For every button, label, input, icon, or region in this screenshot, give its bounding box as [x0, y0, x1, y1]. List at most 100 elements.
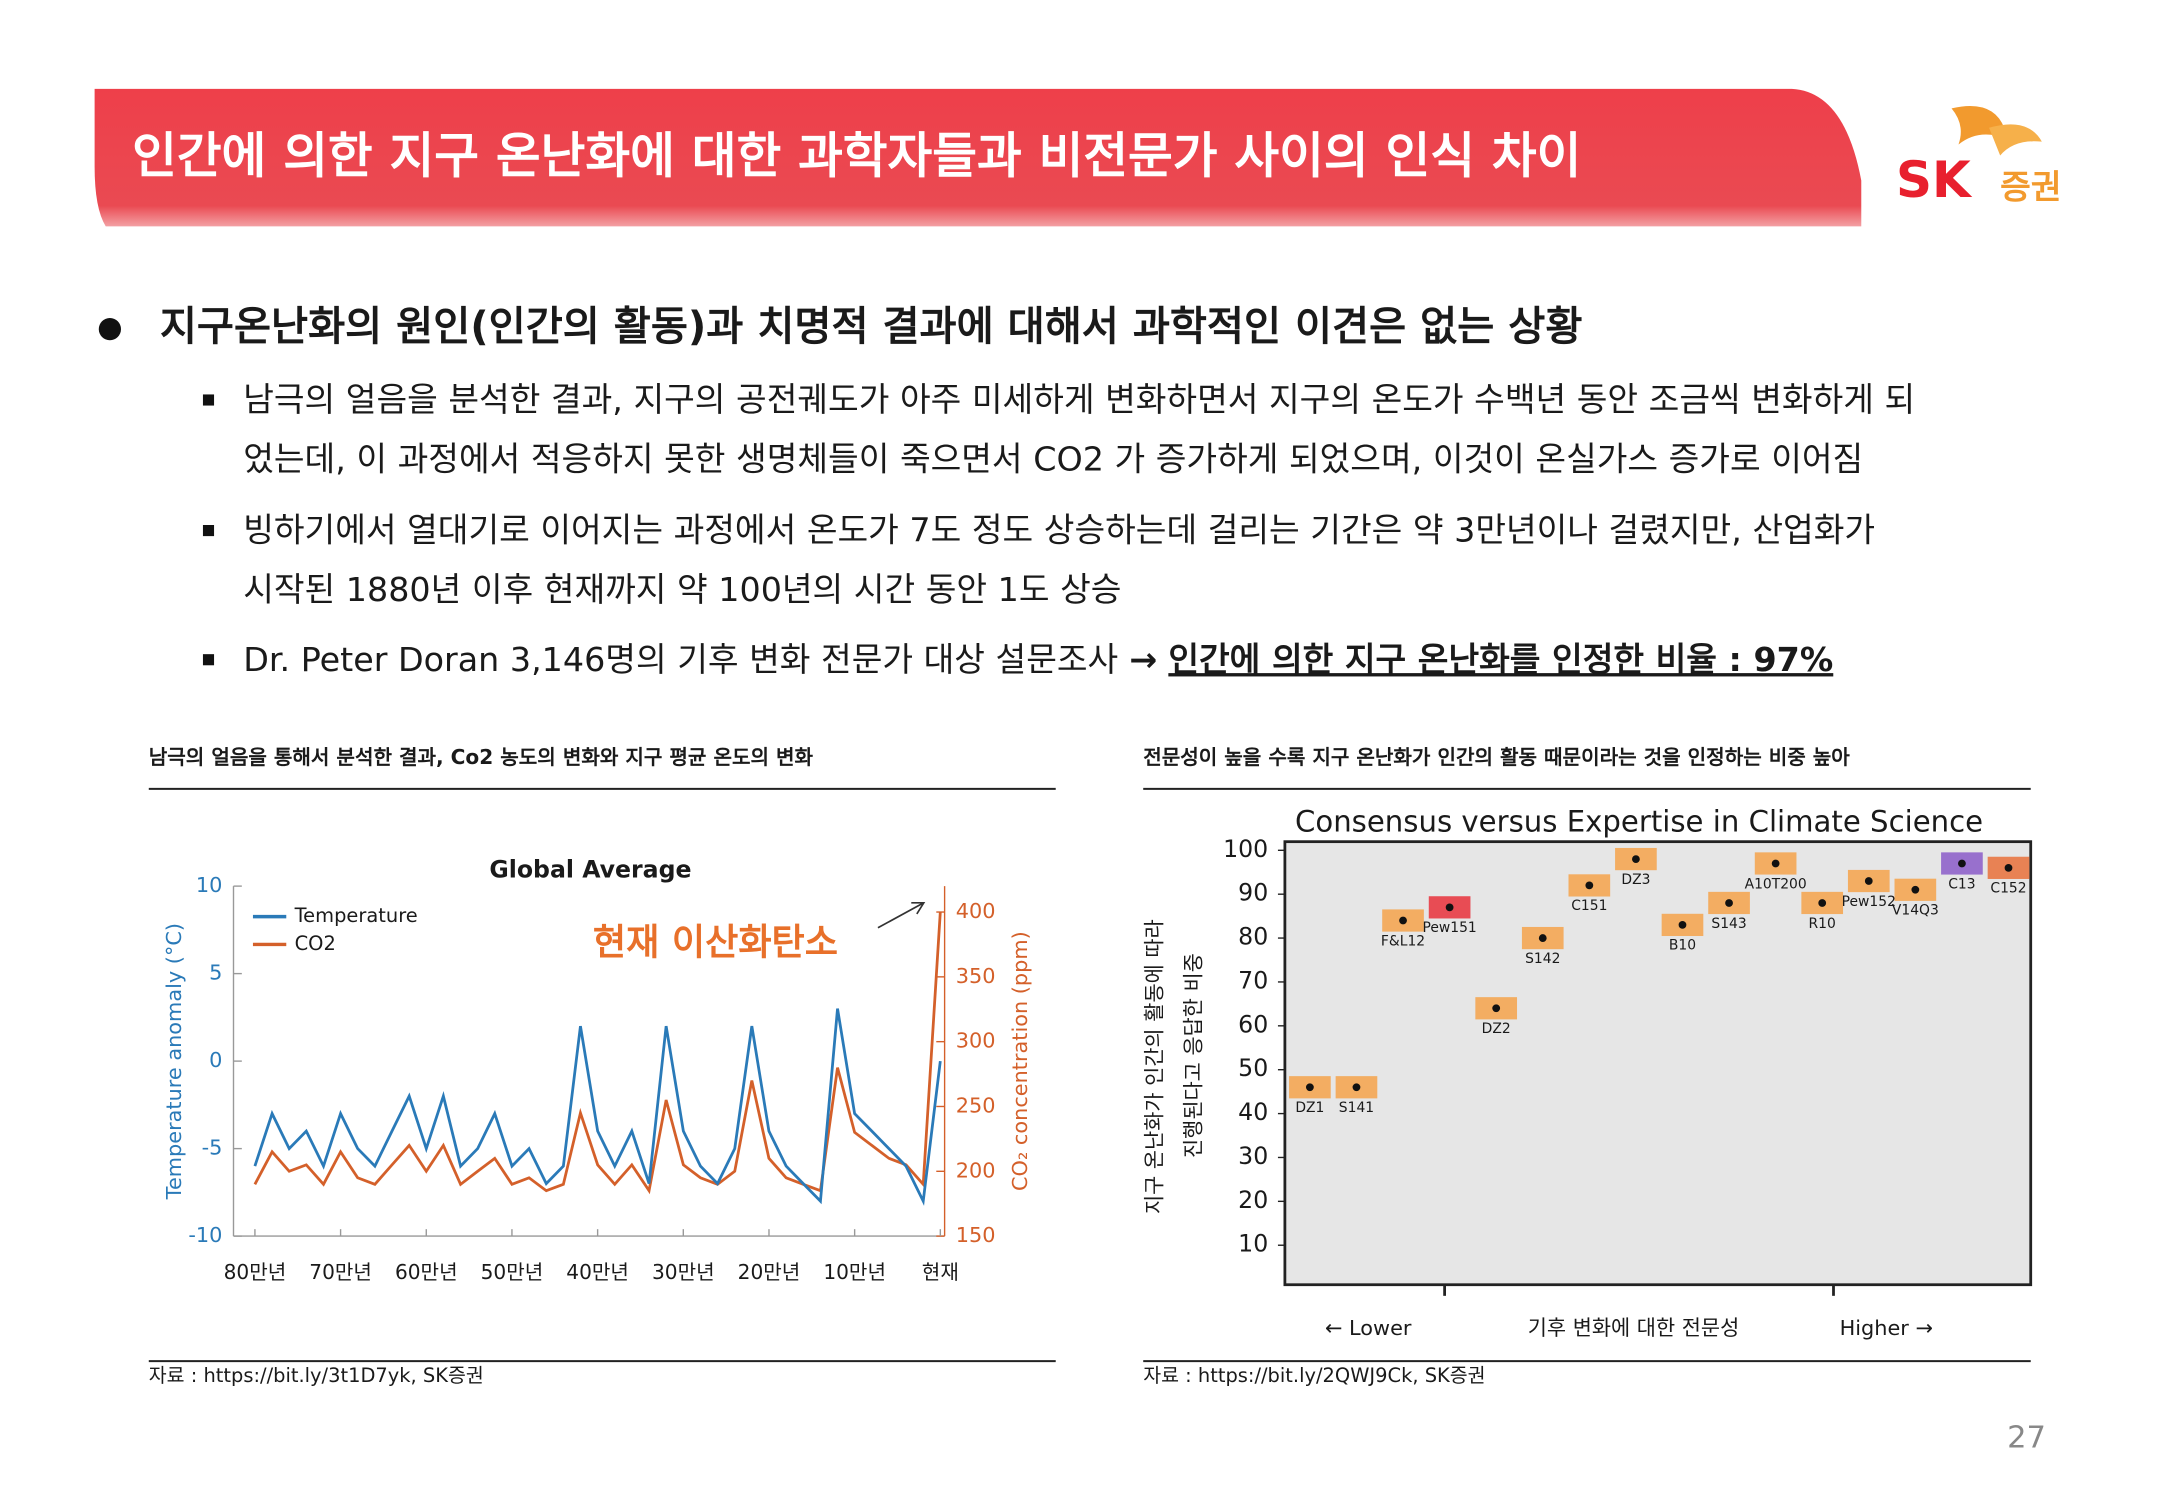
point-label: R10: [1809, 916, 1836, 932]
x-tick-label: 현재: [922, 1260, 959, 1284]
sub-bullet: [202, 525, 215, 537]
x-tick-label: 10만년: [823, 1260, 886, 1284]
y-axis-label: Temperature anomaly (°C): [162, 923, 186, 1200]
point-label: F&L12: [1381, 933, 1425, 949]
bullet-heading: 지구온난화의 원인(인간의 활동)과 치명적 결과에 대해서 과학적인 이견은 …: [160, 304, 1582, 350]
point: [1632, 855, 1640, 863]
page-number: 27: [2007, 1420, 2046, 1455]
bullet-dot: [98, 318, 121, 341]
survey-line: Dr. Peter Doran 3,146명의 기후 변화 전문가 대상 설문조…: [243, 640, 1833, 679]
y2-tick-label: 200: [956, 1158, 996, 1182]
figure-source: 자료 : https://bit.ly/2QWJ9Ck, SK증권: [1143, 1364, 1485, 1387]
header-band: [94, 88, 1862, 227]
y-axis-label: 지구 온난화가 인간의 활동에 따라: [1143, 919, 1167, 1214]
chart-title: Global Average: [489, 855, 691, 883]
y2-tick-label: 400: [956, 899, 996, 923]
point-label: DZ1: [1295, 1100, 1324, 1116]
point: [1771, 859, 1780, 868]
point-label: DZ3: [1621, 872, 1650, 888]
x-axis-label: 기후 변화에 대한 전문성: [1528, 1316, 1739, 1340]
y2-axis-label: CO₂ concentration (ppm): [1008, 931, 1032, 1191]
point: [1492, 1004, 1501, 1013]
y2-tick-label: 300: [956, 1029, 996, 1053]
x-tick-label: 20만년: [738, 1260, 801, 1284]
item-line: 남극의 얼음을 분석한 결과, 지구의 공전궤도가 아주 미세하게 변화하면서 …: [243, 380, 1915, 419]
y-tick-label: 100: [1223, 835, 1268, 863]
y2-tick-label: 250: [956, 1093, 996, 1117]
item-line: 시작된 1880년 이후 현재까지 약 100년의 시간 동안 1도 상승: [243, 570, 1121, 609]
y-tick-label: 10: [196, 873, 223, 897]
point-label: S142: [1525, 951, 1560, 967]
point-label: DZ2: [1482, 1021, 1511, 1037]
point-label: S143: [1711, 916, 1746, 932]
y-tick-label: 30: [1238, 1142, 1268, 1170]
figure-source: 자료 : https://bit.ly/3t1D7yk, SK증권: [149, 1364, 484, 1387]
survey-text: Dr. Peter Doran 3,146명의 기후 변화 전문가 대상 설문조…: [243, 640, 1118, 679]
annotation: 현재 이산화탄소: [593, 920, 838, 963]
point: [1958, 859, 1966, 868]
x-tick-label: 60만년: [395, 1260, 458, 1284]
point: [1864, 877, 1873, 885]
point: [1352, 1083, 1361, 1092]
logo-sub: 증권: [2000, 167, 2061, 206]
y-tick-label: 50: [1238, 1054, 1268, 1082]
item-line: 빙하기에서 열대기로 이어지는 과정에서 온도가 7도 정도 상승하는데 걸리는…: [243, 510, 1875, 549]
y-tick-label: -5: [202, 1136, 223, 1160]
y-tick-label: 60: [1238, 1010, 1268, 1038]
point: [1585, 881, 1594, 890]
x-axis-label: Higher →: [1840, 1316, 1933, 1340]
point-label: B10: [1669, 938, 1696, 954]
y-tick-label: 10: [1238, 1230, 1268, 1258]
survey-highlight: 인간에 의한 지구 온난화를 인정한 비율 : 97%: [1168, 640, 1833, 679]
legend-label: Temperature: [294, 904, 418, 927]
y-axis-label: 진행된다고 응답한 비중: [1182, 953, 1206, 1158]
x-axis-label: ← Lower: [1325, 1316, 1412, 1340]
point: [1538, 934, 1547, 942]
point: [1725, 899, 1733, 907]
point: [1306, 1083, 1314, 1092]
survey-arrow: →: [1129, 640, 1157, 679]
point: [1445, 903, 1454, 912]
y2-tick-label: 150: [956, 1223, 996, 1247]
annotation-arrow: [877, 901, 926, 929]
x-tick-label: 30만년: [652, 1260, 715, 1284]
point-label: S141: [1339, 1100, 1374, 1116]
figure-caption: 남극의 얼음을 통해서 분석한 결과, Co2 농도의 변화와 지구 평균 온도…: [149, 745, 814, 769]
point-label: C152: [1990, 881, 2026, 897]
figure-caption: 전문성이 높을 수록 지구 온난화가 인간의 활동 때문이라는 것을 인정하는 …: [1143, 745, 1850, 769]
point: [2004, 863, 2013, 872]
sub-bullet: [202, 654, 215, 666]
point: [1911, 885, 1920, 894]
logo-brand: SK: [1896, 151, 1973, 209]
chart-title: Consensus versus Expertise in Climate Sc…: [1295, 805, 1983, 839]
y-tick-label: 40: [1238, 1098, 1268, 1126]
point: [1818, 899, 1827, 907]
point: [1678, 921, 1687, 929]
y-tick-label: 80: [1238, 923, 1268, 951]
legend-label: CO2: [295, 932, 336, 955]
point-label: Pew151: [1422, 920, 1476, 936]
x-tick-label: 80만년: [224, 1260, 287, 1284]
y-tick-label: 0: [209, 1048, 222, 1072]
point-label: Pew152: [1842, 894, 1896, 910]
header-title: 인간에 의한 지구 온난화에 대한 과학자들과 비전문가 사이의 인식 차이: [132, 129, 1581, 185]
y2-tick-label: 350: [956, 964, 996, 988]
y-tick-label: 20: [1238, 1186, 1268, 1214]
y-tick-label: 70: [1238, 966, 1268, 994]
y-tick-label: 5: [209, 961, 222, 985]
y-tick-label: 90: [1238, 879, 1268, 907]
x-tick-label: 50만년: [481, 1260, 544, 1284]
x-tick-label: 70만년: [309, 1260, 372, 1284]
item-line: 었는데, 이 과정에서 적응하지 못한 생명체들이 죽으면서 CO2 가 증가하…: [243, 440, 1863, 479]
point-label: C13: [1948, 876, 1975, 892]
point-label: C151: [1571, 898, 1607, 914]
x-tick-label: 40만년: [566, 1260, 629, 1284]
point-label: A10T200: [1745, 876, 1807, 892]
sub-bullet: [202, 394, 215, 406]
point-label: V14Q3: [1892, 903, 1939, 919]
y-tick-label: -10: [188, 1223, 222, 1247]
point: [1399, 916, 1407, 925]
logo-mark: [1951, 105, 2042, 156]
data-line: [253, 1008, 942, 1206]
